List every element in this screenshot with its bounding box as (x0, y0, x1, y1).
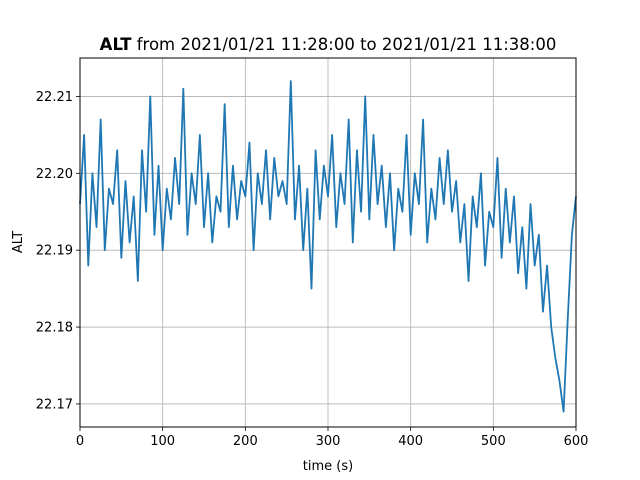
x-tick-label: 400 (398, 434, 423, 449)
y-tick-label: 22.18 (36, 321, 73, 336)
x-tick-label: 500 (481, 434, 506, 449)
chart-title: ALT from 2021/01/21 11:28:00 to 2021/01/… (100, 35, 557, 54)
y-tick-label: 22.17 (36, 397, 73, 412)
x-tick-label: 100 (150, 434, 175, 449)
grid (79, 58, 577, 427)
y-tick-label: 22.21 (36, 90, 73, 105)
series-line (79, 80, 577, 413)
y-axis: 22.17 22.18 22.19 22.20 22.21 (36, 90, 80, 412)
x-axis: 0 100 200 300 400 500 600 (76, 427, 589, 449)
chart-title-rest: from 2021/01/21 11:28:00 to 2021/01/21 1… (131, 35, 556, 54)
y-tick-label: 22.19 (36, 244, 73, 259)
x-tick-label: 600 (564, 434, 589, 449)
x-tick-label: 300 (316, 434, 341, 449)
y-tick-label: 22.20 (36, 167, 73, 182)
x-axis-label: time (s) (303, 459, 353, 474)
chart-title-bold: ALT (100, 35, 133, 54)
x-tick-label: 0 (76, 434, 84, 449)
x-tick-label: 200 (233, 434, 258, 449)
series-group (79, 80, 577, 413)
y-axis-label: ALT (11, 231, 26, 253)
